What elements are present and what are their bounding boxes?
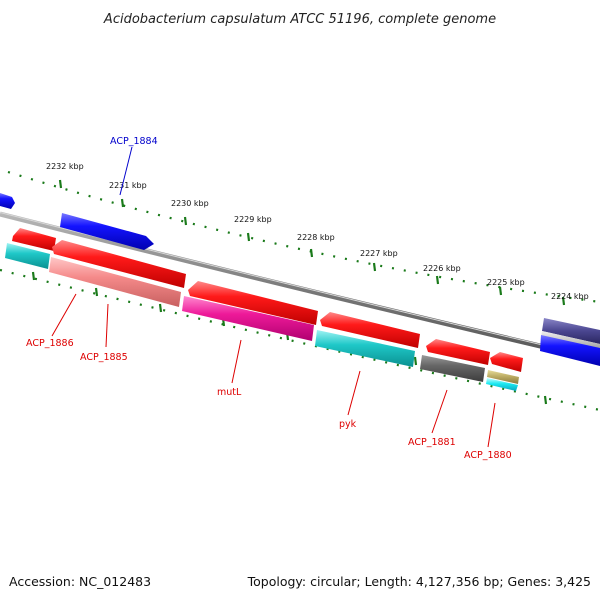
genome-backbone	[0, 211, 600, 363]
scale-label-2228: 2228 kbp	[297, 233, 335, 242]
topology-text: Topology: circular; Length: 4,127,356 bp…	[247, 574, 591, 589]
leader-acp1885	[105, 303, 109, 348]
leader-acp1886	[51, 293, 77, 337]
gene-acp1885-cds[interactable]	[52, 240, 186, 288]
gene-acp1880-feature-bottom[interactable]	[486, 378, 518, 391]
gene-mutl-feature[interactable]	[182, 296, 314, 341]
outer-scale-ring	[7, 170, 600, 304]
leader-mutl	[231, 339, 242, 384]
gene-label-mutl[interactable]: mutL	[217, 387, 242, 398]
scale-label-2229: 2229 kbp	[234, 215, 272, 224]
genome-backbone-highlight	[0, 212, 600, 359]
leader-acp1881	[431, 389, 448, 434]
scale-label-2231: 2231 kbp	[109, 181, 147, 190]
inner-major-ticks	[31, 271, 548, 405]
scale-label-2227: 2227 kbp	[360, 249, 398, 258]
gene-acp1886-cds[interactable]	[12, 228, 56, 251]
scale-label-2224: 2224 kbp	[551, 292, 589, 301]
gene-acp1885-feature[interactable]	[49, 257, 181, 307]
leader-pyk	[347, 370, 361, 416]
outer-major-ticks	[58, 179, 566, 306]
gene-acp1880-feature-top[interactable]	[487, 370, 519, 384]
accession-text: Accession: NC_012483	[9, 574, 151, 589]
gene-right-slate[interactable]	[542, 318, 600, 344]
gene-acp1884[interactable]	[60, 213, 154, 250]
gene-right-blue[interactable]	[540, 335, 600, 366]
gene-pyk-feature[interactable]	[315, 330, 415, 367]
scale-label-2230: 2230 kbp	[171, 199, 209, 208]
gene-label-acp1880[interactable]: ACP_1880	[464, 450, 512, 461]
gene-pyk-cds[interactable]	[320, 312, 420, 348]
leader-acp1884	[119, 146, 133, 196]
gene-acp1881-cds[interactable]	[426, 339, 490, 365]
gene-label-pyk[interactable]: pyk	[339, 419, 357, 430]
scale-label-2232: 2232 kbp	[46, 162, 84, 171]
gene-forward-left-edge[interactable]	[0, 193, 15, 209]
scale-label-2225: 2225 kbp	[487, 278, 525, 287]
gene-label-acp1881[interactable]: ACP_1881	[408, 437, 456, 448]
gene-acp1886-feature[interactable]	[5, 243, 50, 269]
leader-acp1880	[487, 402, 496, 448]
gene-label-acp1886[interactable]: ACP_1886	[26, 338, 74, 349]
map-title: Acidobacterium capsulatum ATCC 51196, co…	[103, 12, 496, 27]
scale-label-2226: 2226 kbp	[423, 264, 461, 273]
gene-acp1880-cds[interactable]	[490, 352, 523, 372]
gene-label-acp1884[interactable]: ACP_1884	[110, 136, 158, 147]
gene-label-acp1885[interactable]: ACP_1885	[80, 352, 128, 363]
gene-mutl-cds[interactable]	[188, 281, 318, 325]
gene-acp1881-feature[interactable]	[420, 355, 485, 382]
